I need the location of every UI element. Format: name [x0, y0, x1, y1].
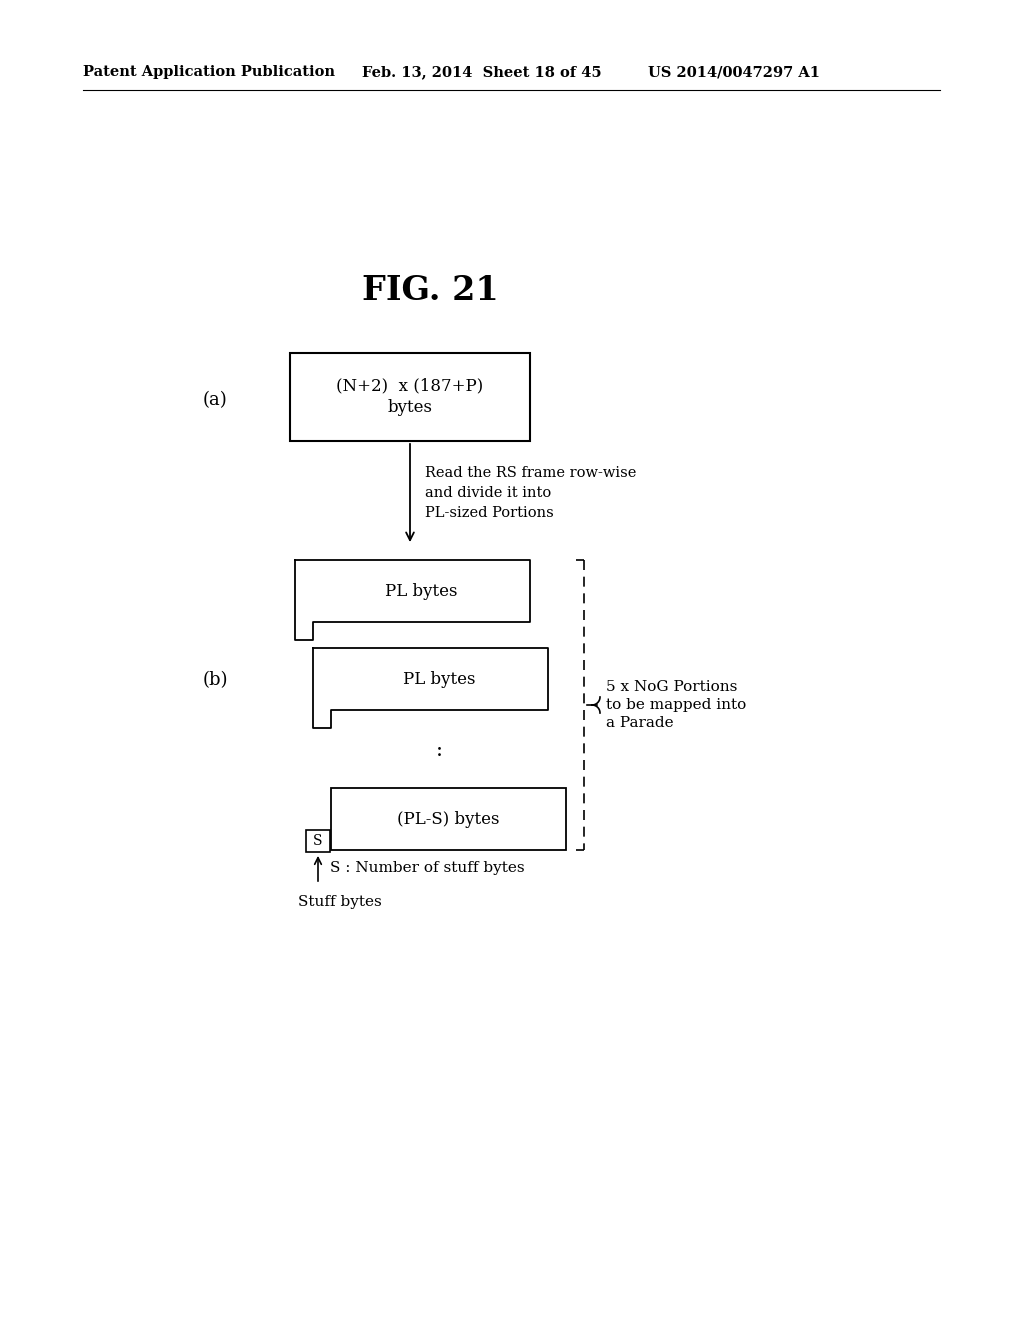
Text: and divide it into: and divide it into: [425, 486, 551, 500]
Text: PL bytes: PL bytes: [403, 671, 476, 688]
Text: bytes: bytes: [387, 400, 432, 417]
Text: S : Number of stuff bytes: S : Number of stuff bytes: [330, 861, 524, 875]
Text: Feb. 13, 2014  Sheet 18 of 45: Feb. 13, 2014 Sheet 18 of 45: [362, 65, 602, 79]
Text: PL bytes: PL bytes: [385, 582, 458, 599]
Text: to be mapped into: to be mapped into: [606, 698, 746, 711]
Text: FIG. 21: FIG. 21: [361, 273, 499, 306]
Text: (N+2)  x (187+P): (N+2) x (187+P): [336, 378, 483, 395]
Text: Read the RS frame row-wise: Read the RS frame row-wise: [425, 466, 636, 480]
Text: PL-sized Portions: PL-sized Portions: [425, 506, 554, 520]
Text: US 2014/0047297 A1: US 2014/0047297 A1: [648, 65, 820, 79]
Bar: [331, 788, 566, 850]
Text: a Parade: a Parade: [606, 715, 674, 730]
Bar: [290, 352, 530, 441]
Text: (a): (a): [203, 391, 227, 409]
Text: Stuff bytes: Stuff bytes: [298, 895, 382, 909]
Text: (PL-S) bytes: (PL-S) bytes: [397, 810, 500, 828]
Text: S: S: [313, 834, 323, 847]
Text: 5 x NoG Portions: 5 x NoG Portions: [606, 680, 737, 694]
Text: (b): (b): [203, 671, 227, 689]
Bar: [306, 830, 330, 851]
Text: :: :: [436, 741, 443, 759]
Text: Patent Application Publication: Patent Application Publication: [83, 65, 335, 79]
